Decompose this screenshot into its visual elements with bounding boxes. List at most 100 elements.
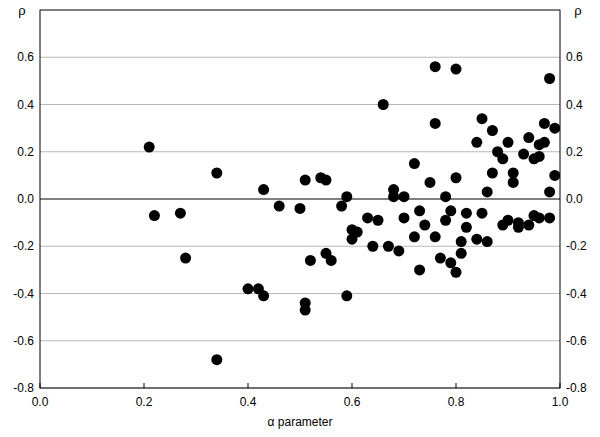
point	[409, 231, 420, 242]
point	[440, 191, 451, 202]
point	[399, 191, 410, 202]
x-tick	[352, 383, 353, 388]
grid-line	[40, 340, 560, 341]
x-tick	[456, 383, 457, 388]
point	[367, 241, 378, 252]
y-tick-label: -0.4	[13, 287, 34, 301]
point	[243, 283, 254, 294]
point	[544, 212, 555, 223]
y-tick-label: -0.8	[13, 381, 34, 395]
y-tick-label: 0.2	[17, 145, 34, 159]
point	[258, 290, 269, 301]
plot-frame	[40, 10, 560, 388]
point	[399, 212, 410, 223]
point	[305, 255, 316, 266]
point	[471, 137, 482, 148]
point	[523, 219, 534, 230]
point	[508, 177, 519, 188]
y-tick-label: 0.0	[17, 192, 34, 206]
point	[295, 203, 306, 214]
point	[534, 151, 545, 162]
grid-line	[40, 293, 560, 294]
points	[144, 61, 560, 365]
point	[144, 142, 155, 153]
point	[539, 137, 550, 148]
point	[508, 168, 519, 179]
chart: -0.8 -0.8 -0.6 -0.6 -0.4 -0.4 -0.2 -0.2 0.0 0.0 0.…	[0, 0, 600, 437]
y-tick-label-right: 0.6	[566, 50, 583, 64]
point	[497, 153, 508, 164]
point	[456, 236, 467, 247]
point	[451, 267, 462, 278]
point	[487, 168, 498, 179]
point	[414, 264, 425, 275]
point	[477, 113, 488, 124]
y-tick-label-right: 0.4	[566, 98, 583, 112]
y-tick-label-right: 0.0	[566, 192, 583, 206]
point	[549, 123, 560, 134]
y-tick-label: -0.2	[13, 239, 34, 253]
grid-line	[40, 246, 560, 247]
point	[518, 149, 529, 160]
x-tick	[248, 383, 249, 388]
point	[445, 257, 456, 268]
point	[435, 253, 446, 264]
point	[430, 118, 441, 129]
y-tick-label-right: -0.8	[566, 381, 587, 395]
x-tick-label: 1.0	[552, 395, 569, 409]
point	[487, 125, 498, 136]
point	[534, 212, 545, 223]
point	[539, 118, 550, 129]
point	[274, 201, 285, 212]
point	[544, 186, 555, 197]
point	[378, 99, 389, 110]
point	[549, 170, 560, 181]
point	[211, 168, 222, 179]
point	[451, 64, 462, 75]
point	[336, 201, 347, 212]
grid-line	[40, 151, 560, 152]
x-axis-label: α parameter	[268, 415, 333, 429]
point	[373, 215, 384, 226]
point	[425, 177, 436, 188]
y-tick-label: -0.6	[13, 334, 34, 348]
x-tick-label: 0.0	[32, 395, 49, 409]
point	[352, 227, 363, 238]
point	[523, 132, 534, 143]
point	[471, 234, 482, 245]
point	[362, 212, 373, 223]
point	[544, 73, 555, 84]
point	[482, 236, 493, 247]
point	[430, 61, 441, 72]
y-tick-label-right: -0.4	[566, 287, 587, 301]
y-tick-label: 0.4	[17, 98, 34, 112]
point	[258, 184, 269, 195]
x-tick-label: 0.8	[448, 395, 465, 409]
point	[445, 205, 456, 216]
point	[409, 158, 420, 169]
point	[341, 191, 352, 202]
y-axis-label: ρ	[18, 3, 25, 18]
zero-line	[40, 199, 560, 200]
point	[419, 219, 430, 230]
x-tick-label: 0.2	[136, 395, 153, 409]
point	[383, 241, 394, 252]
y-tick-label-right: -0.6	[566, 334, 587, 348]
point	[503, 215, 514, 226]
point	[300, 305, 311, 316]
point	[461, 208, 472, 219]
x-tick-label: 0.4	[240, 395, 257, 409]
point	[477, 208, 488, 219]
y-tick-label: 0.6	[17, 50, 34, 64]
point	[388, 184, 399, 195]
point	[149, 210, 160, 221]
x-tick-label: 0.6	[344, 395, 361, 409]
point	[513, 217, 524, 228]
y-tick-label-right: -0.2	[566, 239, 587, 253]
point	[451, 172, 462, 183]
grid-line	[40, 104, 560, 105]
point	[430, 231, 441, 242]
point	[341, 290, 352, 301]
y-tick-label-right: 0.2	[566, 145, 583, 159]
x-tick	[144, 383, 145, 388]
